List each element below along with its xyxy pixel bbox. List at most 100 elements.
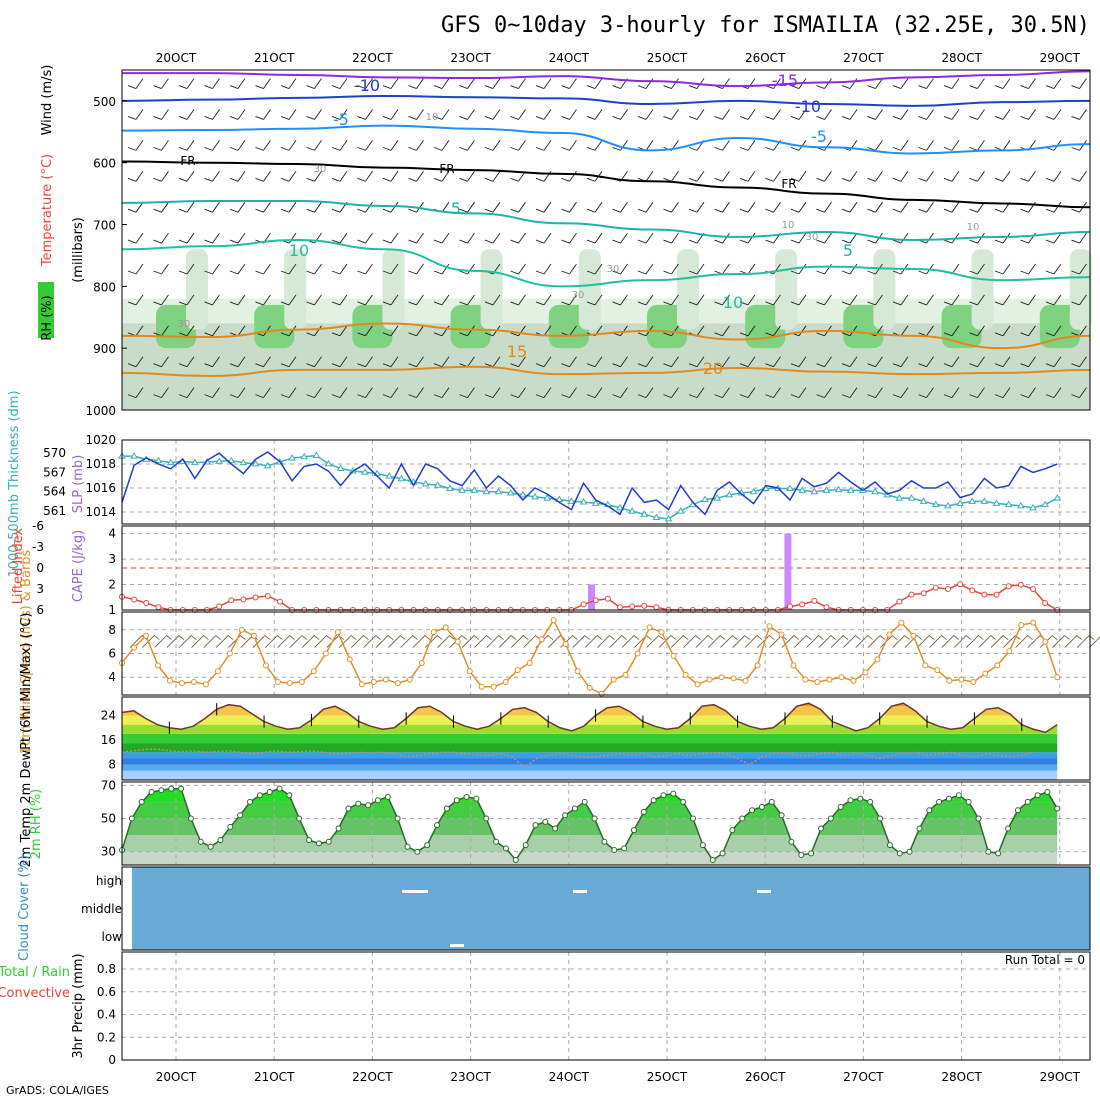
- wind-barb: [408, 78, 424, 89]
- wind-barb: [408, 171, 424, 182]
- rh-tick-label: 50: [101, 812, 116, 826]
- thickness-line-point: [628, 507, 637, 514]
- cloud-gap: [573, 890, 587, 893]
- wind-barb: [408, 201, 424, 213]
- thickness-line-point: [956, 499, 964, 506]
- wind-barb: [969, 263, 985, 275]
- wind-barb: [765, 171, 781, 182]
- wind-barb: [204, 201, 220, 213]
- rh-line-point: [562, 812, 569, 819]
- rh-line-point: [286, 792, 293, 799]
- wind-speed-line-point: [178, 680, 185, 687]
- wind-barb: [612, 294, 628, 306]
- wind-barb: [357, 325, 373, 337]
- wind-barb: [790, 294, 807, 306]
- rh-line-point: [758, 803, 765, 810]
- wind-barb: [153, 201, 169, 213]
- li-tick-label: 6: [36, 603, 44, 617]
- wind-barb: [459, 78, 475, 89]
- rh-line-point: [768, 798, 775, 805]
- wind-speed-line-point: [250, 632, 257, 639]
- bottom-day-label: 21OCT: [254, 1070, 295, 1084]
- wind-barb: [331, 109, 348, 120]
- wind-speed-line-point: [670, 652, 677, 659]
- wind-speed-line-point: [454, 638, 461, 645]
- thickness-line-point: [640, 510, 649, 517]
- wind-speed-line-point: [526, 659, 533, 666]
- wind-speed-line-point: [1054, 674, 1061, 681]
- thickness-line-point: [931, 500, 940, 508]
- wind-barb: [739, 263, 756, 275]
- temperature-contour: [121, 238, 1091, 288]
- wind-barb: [612, 232, 628, 244]
- wind-speed-line-point: [682, 671, 689, 678]
- rh-2m-label: 2m RH (%): [29, 789, 44, 860]
- slp-tick-label: 1018: [85, 457, 116, 471]
- wind-speed-line-point: [490, 683, 497, 690]
- wind-tick-label: 4: [108, 670, 116, 684]
- surface-wind-barb: [658, 634, 677, 648]
- wind-barb: [816, 294, 832, 306]
- lifted-index-line-point: [131, 596, 138, 603]
- surface-wind-barb: [744, 634, 763, 648]
- wind-barb: [561, 387, 577, 399]
- contour-label: 10: [723, 293, 743, 312]
- rh-line-point: [335, 825, 342, 832]
- temperature-contour: [121, 94, 1091, 107]
- contour-label: -5: [811, 127, 827, 146]
- wind-barb: [867, 201, 883, 213]
- wind-barb: [867, 78, 883, 89]
- wind-barb: [688, 263, 705, 275]
- surface-wind-barb: [609, 634, 627, 648]
- millibars-label: (millibars): [71, 217, 86, 283]
- surface-wind-barb: [867, 634, 886, 648]
- wind-barb: [1020, 356, 1036, 368]
- top-day-label: 26OCT: [745, 51, 786, 65]
- rh-line-point: [611, 847, 618, 854]
- wind-barb: [459, 387, 475, 399]
- wind-speed-line-point: [790, 662, 797, 669]
- wind-barb: [127, 356, 144, 368]
- thickness-line: [122, 454, 1058, 520]
- rh-line-point: [808, 850, 815, 857]
- rh-band: [122, 835, 1058, 852]
- wind-barb: [714, 78, 730, 89]
- wind-barb: [892, 232, 909, 244]
- thickness-line-point: [1041, 500, 1050, 508]
- wind-barb: [969, 109, 985, 120]
- lifted-index-line-point: [799, 601, 806, 608]
- surface-wind-barb: [830, 634, 849, 648]
- thickness-line-point: [215, 457, 224, 464]
- rh-line-point: [463, 793, 470, 800]
- surface-wind-barb: [818, 634, 837, 648]
- wind-barb: [586, 232, 603, 244]
- wind-barb: [816, 109, 832, 120]
- contour-label: 5: [843, 241, 853, 260]
- surface-wind-barb: [966, 634, 984, 648]
- thickness-line-point: [846, 486, 855, 493]
- thickness-line-point: [300, 452, 309, 460]
- wind-barb: [637, 232, 654, 244]
- wind-barb: [714, 263, 730, 275]
- wind-barb: [739, 232, 756, 244]
- wind-barb: [714, 294, 730, 306]
- rh-line-point: [621, 845, 628, 852]
- wind-barb: [331, 356, 348, 368]
- wind-barb: [229, 201, 246, 213]
- thickness-line-point: [1053, 494, 1062, 501]
- dewpoint-line: [121, 748, 1034, 769]
- wind-barb: [255, 263, 271, 275]
- surface-wind-barb: [203, 634, 222, 648]
- temperature-contour: [121, 160, 1091, 209]
- wind-speed-line: [121, 618, 1058, 695]
- surface-wind-barb: [781, 634, 800, 648]
- wind-barb: [994, 356, 1011, 368]
- wind-barb: [255, 201, 271, 213]
- thickness-label: 1000-500mb Thickness (dm): [7, 390, 22, 577]
- wind-barb: [561, 263, 577, 275]
- wind-barb: [229, 356, 246, 368]
- lifted-index-line-point: [981, 591, 988, 598]
- wind-speed-line-point: [766, 623, 773, 630]
- wind-barb: [663, 356, 679, 368]
- surface-wind-barb: [953, 634, 972, 648]
